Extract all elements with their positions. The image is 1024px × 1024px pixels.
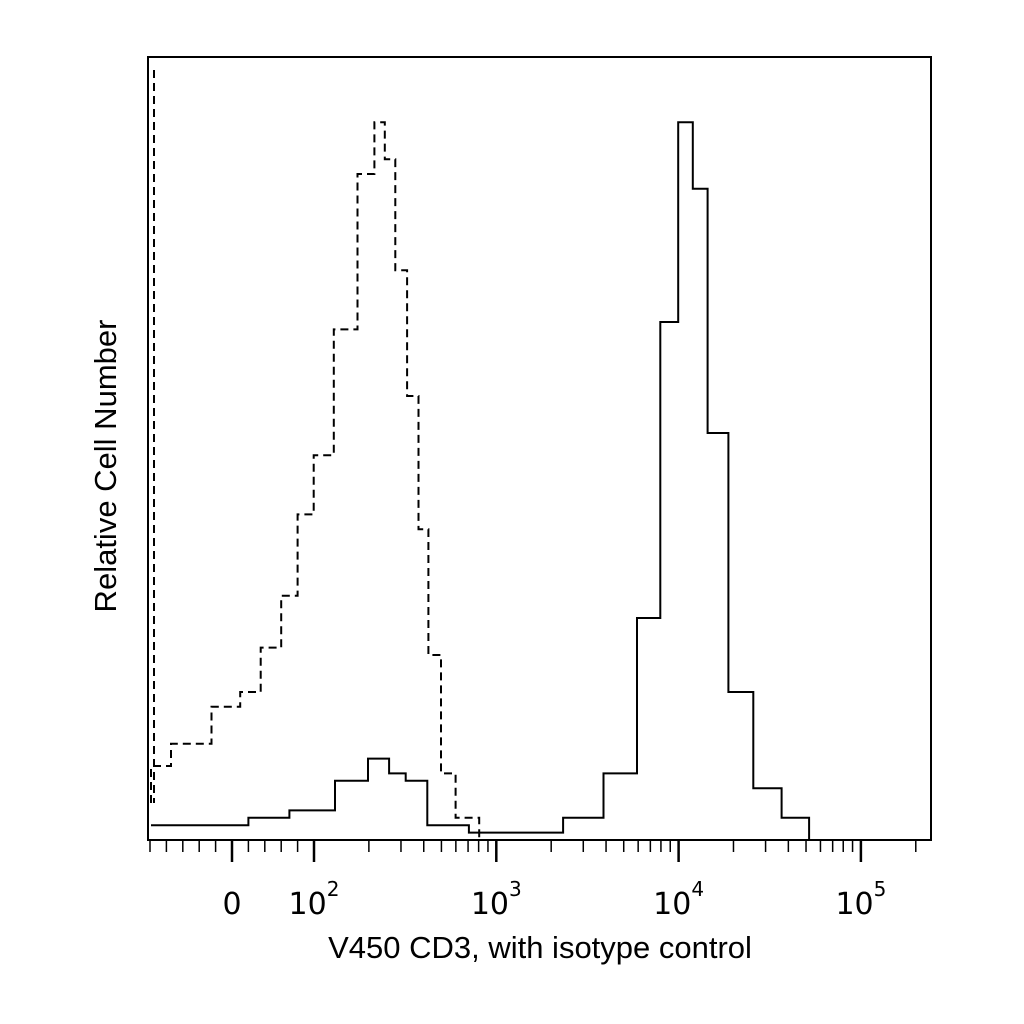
isotype-control-series: [150, 121, 930, 841]
x-tick-label: 103: [471, 877, 522, 922]
plot-frame: [147, 56, 932, 841]
x-axis-ticks: [149, 840, 917, 862]
x-tick-labels: 0 102 103 104 105: [222, 877, 886, 922]
x-tick-label: 102: [289, 877, 340, 922]
x-tick-label: 105: [835, 877, 886, 922]
y-axis-title: Relative Cell Number: [88, 320, 123, 613]
cd3-series: [151, 121, 930, 841]
series-layer: [150, 70, 930, 841]
x-axis-title: V450 CD3, with isotype control: [328, 930, 752, 965]
x-tick-label: 104: [653, 877, 704, 922]
x-tick-label: 0: [222, 887, 241, 922]
